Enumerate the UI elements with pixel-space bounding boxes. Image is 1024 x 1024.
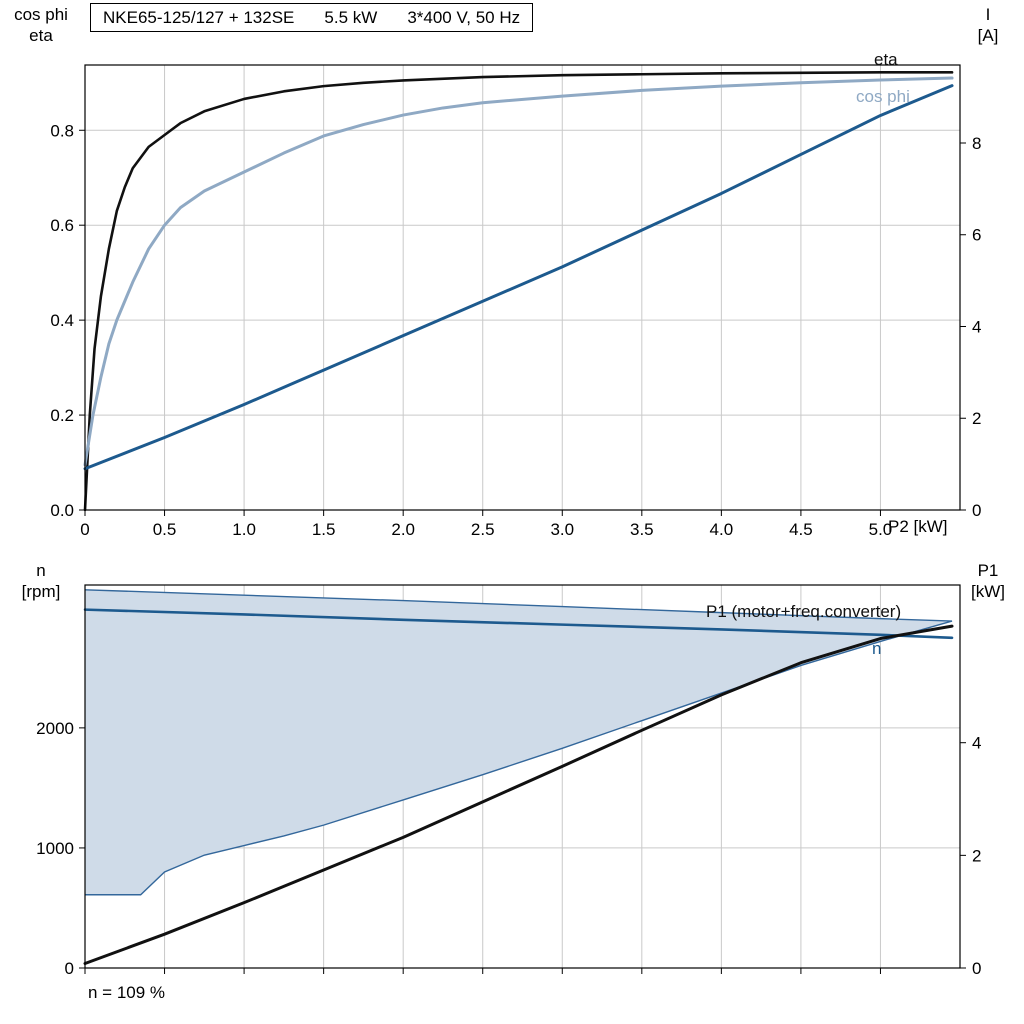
tick-label: 4 bbox=[972, 734, 981, 753]
motor-performance-plot: 0 0.5 1.0 1.5 2.0 2.5 3.0 3.5 4.0 4.5 5.0 0.0 0.2 0.4… bbox=[50, 64, 981, 539]
speed-percent-note: n = 109 % bbox=[88, 983, 166, 1002]
axis-label-p1-unit: [kW] bbox=[971, 582, 1005, 602]
tick-label: 2 bbox=[972, 846, 981, 865]
tick-label: 1.5 bbox=[312, 520, 336, 539]
n-curve-label: n bbox=[872, 639, 882, 658]
axis-label-eta: eta bbox=[29, 26, 53, 46]
speed-range-upper-edge bbox=[84, 589, 953, 622]
tick-label: 5.0 bbox=[869, 520, 893, 539]
tick-label: 2 bbox=[972, 409, 981, 428]
tick-label: 0 bbox=[972, 959, 981, 978]
cosphi-curve-label: cos phi bbox=[856, 87, 910, 106]
axis-label-cosphi: cos phi bbox=[14, 5, 68, 24]
tick-label: 2000 bbox=[36, 719, 74, 738]
tick-label: 0 bbox=[972, 501, 981, 520]
bottom-right-axis-label: P1 [kW] bbox=[956, 560, 1020, 603]
tick-label: 4 bbox=[972, 317, 981, 336]
series-p1-motor-freq-converter- bbox=[83, 624, 954, 965]
series-eta bbox=[83, 71, 954, 512]
tick-label: 0.2 bbox=[50, 406, 74, 425]
tick-label: 6 bbox=[972, 226, 981, 245]
tick-label: 0.5 bbox=[153, 520, 177, 539]
tick-label: 0 bbox=[65, 959, 74, 978]
chart-title-box: NKE65-125/127 + 132SE 5.5 kW 3*400 V, 50… bbox=[90, 3, 534, 33]
top-left-axis-label: cos phi eta bbox=[4, 4, 78, 47]
series-i bbox=[83, 84, 954, 471]
tick-label: 0.8 bbox=[50, 121, 74, 140]
motor-power: 5.5 kW bbox=[324, 8, 378, 27]
supply-spec: 3*400 V, 50 Hz bbox=[407, 8, 521, 27]
axis-label-speed: n bbox=[36, 561, 46, 580]
plot-border bbox=[84, 584, 961, 969]
axis-label-current-unit: [A] bbox=[977, 26, 999, 46]
series-n bbox=[83, 608, 954, 640]
pump-model: NKE65-125/127 + 132SE bbox=[103, 8, 295, 27]
tick-label: 1.0 bbox=[232, 520, 256, 539]
top-right-axis-label: I [A] bbox=[958, 4, 1018, 47]
tick-label: 4.5 bbox=[789, 520, 813, 539]
speed-and-power-plot: 0 1000 2000 0 2 4 bbox=[36, 584, 981, 978]
axis-label-current: I bbox=[985, 5, 991, 24]
tick-label: 8 bbox=[972, 134, 981, 153]
axis-label-p1: P1 bbox=[977, 561, 999, 580]
plot-border bbox=[84, 64, 961, 511]
eta-curve-label: eta bbox=[874, 50, 898, 69]
speed-range-area bbox=[85, 589, 953, 895]
tick-label: 1000 bbox=[36, 839, 74, 858]
tick-label: 0.4 bbox=[50, 311, 74, 330]
tick-label: 0.6 bbox=[50, 216, 74, 235]
series-cos-phi bbox=[83, 76, 954, 467]
p1-curve-label: P1 (motor+freq.converter) bbox=[706, 602, 902, 621]
tick-label: 0.0 bbox=[50, 501, 74, 520]
tick-label: 3.0 bbox=[550, 520, 574, 539]
tick-label: 0 bbox=[80, 520, 89, 539]
x-axis-label: P2 [kW] bbox=[888, 517, 948, 536]
tick-label: 3.5 bbox=[630, 520, 654, 539]
axis-label-speed-unit: [rpm] bbox=[21, 582, 61, 602]
bottom-left-axis-label: n [rpm] bbox=[4, 560, 78, 603]
tick-label: 2.0 bbox=[391, 520, 415, 539]
tick-label: 4.0 bbox=[710, 520, 734, 539]
tick-label: 2.5 bbox=[471, 520, 495, 539]
